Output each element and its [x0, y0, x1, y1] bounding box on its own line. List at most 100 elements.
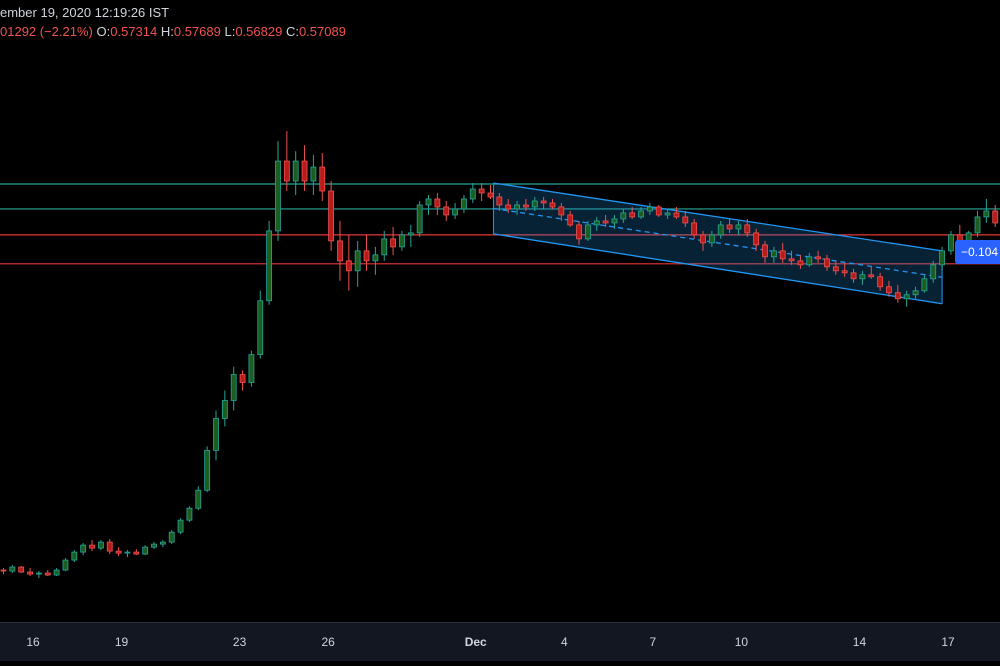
candle-body [744, 224, 751, 234]
candle-body [195, 489, 202, 509]
candle-body [443, 206, 450, 216]
candle-50 [443, 200, 450, 221]
candle-105 [930, 260, 937, 283]
candle-body [620, 212, 627, 220]
candle-body [345, 260, 352, 272]
candle-87 [770, 246, 777, 263]
candle-body [159, 541, 166, 545]
candle-25 [221, 390, 228, 427]
candle-13 [115, 547, 122, 557]
candle-73 [646, 202, 653, 215]
candle-body [319, 166, 326, 192]
candle-body [735, 224, 742, 230]
candle-4 [36, 571, 42, 579]
candle-43 [381, 230, 388, 261]
candle-48 [425, 194, 432, 215]
candle-body [700, 234, 706, 244]
candle-body [133, 551, 140, 555]
candle-47 [416, 200, 423, 237]
candle-body [496, 196, 503, 206]
x-tick-label: 14 [853, 635, 867, 649]
candle-67 [593, 216, 600, 231]
candle-54 [478, 183, 485, 201]
candle-69 [611, 214, 618, 229]
candle-27 [239, 370, 246, 391]
candle-88 [779, 242, 786, 263]
candle-body [505, 204, 512, 210]
candle-83 [735, 220, 742, 235]
candle-body [275, 160, 281, 232]
candle-body [602, 220, 609, 224]
candle-body [399, 234, 405, 248]
candle-body [363, 250, 370, 262]
price-tag: −0.104 [955, 240, 1000, 264]
x-tick-label: 23 [233, 635, 247, 649]
candle-5 [44, 570, 51, 577]
candle-81 [717, 220, 724, 239]
candle-19 [168, 530, 175, 545]
candle-60 [531, 196, 538, 211]
candle-body [372, 254, 379, 262]
candle-93 [824, 254, 830, 271]
candle-11 [97, 540, 104, 551]
channel-upper-line [493, 182, 943, 252]
candle-body [381, 238, 388, 256]
candle-14 [124, 550, 131, 558]
candle-body [221, 400, 228, 419]
candle-body [248, 354, 255, 383]
regression-channel[interactable] [492, 182, 943, 305]
candle-57 [505, 198, 512, 213]
candle-79 [700, 230, 706, 251]
candle-body [903, 294, 910, 300]
candle-7 [62, 558, 69, 572]
candle-106 [939, 246, 945, 271]
candle-body [115, 550, 122, 554]
candle-body [664, 212, 671, 216]
candle-16 [142, 545, 149, 556]
candle-111 [983, 198, 990, 223]
candle-102 [903, 290, 910, 307]
candle-77 [682, 210, 689, 227]
candle-body [239, 374, 246, 383]
candle-body [832, 266, 839, 272]
timestamp-line: ember 19, 2020 12:19:26 IST [0, 5, 169, 20]
candle-49 [434, 192, 441, 215]
candle-92 [815, 250, 822, 263]
candle-body [310, 166, 317, 182]
candle-body [354, 250, 361, 272]
time-axis[interactable]: 16 19 23 26 Dec 4 7 10 14 17 [0, 622, 1000, 661]
candle-body [921, 278, 928, 292]
candle-body [983, 210, 990, 218]
high-value: 0.57689 [173, 24, 221, 39]
candle-body [549, 202, 556, 208]
candle-body [726, 224, 733, 230]
candle-body [71, 551, 78, 561]
candle-17 [151, 542, 157, 550]
candle-body [912, 290, 919, 296]
candle-58 [514, 200, 520, 215]
candle-89 [788, 250, 795, 265]
candle-64 [567, 210, 574, 227]
candle-55 [487, 185, 494, 199]
candle-body [80, 544, 87, 553]
candle-33 [292, 151, 299, 195]
candle-body [89, 544, 95, 549]
candle-10 [89, 540, 95, 552]
candle-97 [859, 270, 866, 285]
price-chart[interactable] [0, 0, 1000, 622]
candle-body [0, 569, 7, 572]
candle-53 [469, 183, 476, 203]
candle-20 [177, 518, 184, 535]
open-value: 0.57314 [110, 24, 158, 39]
candle-68 [602, 214, 609, 227]
candle-body [97, 541, 104, 549]
candle-body [106, 541, 113, 552]
candle-28 [248, 350, 255, 387]
candle-74 [655, 204, 662, 217]
candle-body [407, 232, 414, 236]
candle-90 [797, 254, 804, 269]
candle-body [930, 264, 937, 280]
candle-94 [832, 260, 839, 275]
candle-body [257, 300, 264, 355]
candle-61 [540, 196, 547, 209]
